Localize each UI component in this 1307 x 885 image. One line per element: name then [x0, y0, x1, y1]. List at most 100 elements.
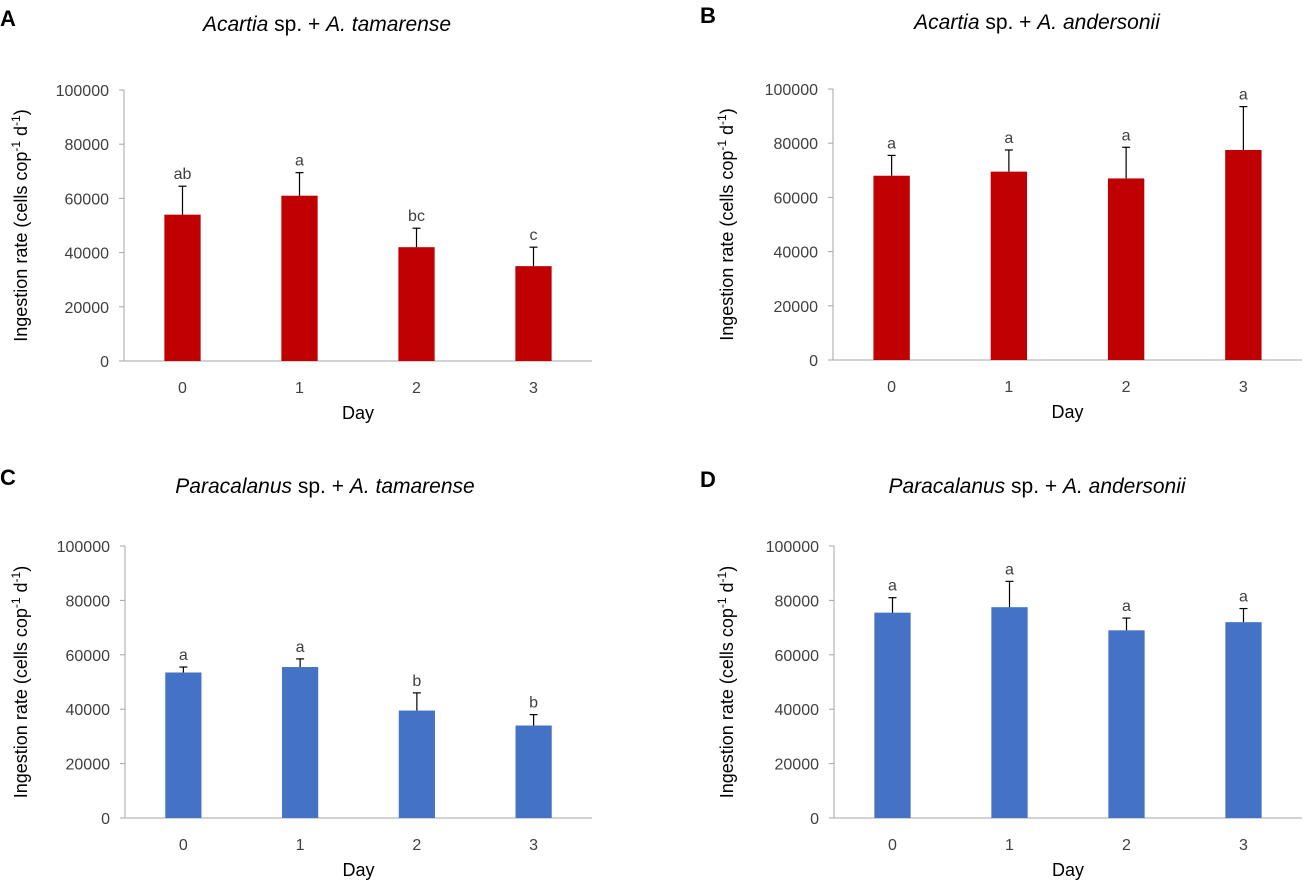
- bar: [991, 607, 1028, 818]
- panel-c: C Paracalanus sp. + A. tamarense 0 20000 400…: [0, 465, 592, 880]
- y-tick-label: 80000: [774, 136, 819, 153]
- panel-a: A Acartia sp. + A. tamarense 0 20000 40000 60…: [0, 6, 592, 423]
- ylabel-mid: d: [11, 126, 31, 141]
- y-tick-label: 100000: [765, 82, 818, 99]
- bar: [515, 266, 552, 361]
- bar: [165, 672, 202, 818]
- significance-letter: a: [1005, 561, 1014, 578]
- x-tick-label: 3: [1239, 837, 1248, 854]
- bar: [873, 175, 910, 360]
- y-tick-label: 60000: [774, 190, 819, 207]
- significance-letter: a: [295, 153, 304, 170]
- x-tick-label: 2: [1122, 379, 1131, 396]
- y-tick-label: 20000: [66, 757, 111, 774]
- y-tick-label: 100000: [57, 539, 110, 556]
- x-tick-label: 1: [295, 380, 304, 397]
- significance-letter: a: [887, 135, 896, 152]
- y-tick-label: 0: [809, 353, 818, 370]
- ylabel-end: ): [717, 566, 737, 572]
- x-tick-label: 0: [888, 837, 897, 854]
- chart-title: Paracalanus sp. + A. tamarense: [175, 475, 474, 498]
- ylabel-end: ): [717, 108, 737, 114]
- bar: [874, 612, 911, 818]
- ylabel-main: Ingestion rate (cells cop: [11, 608, 31, 798]
- panel-letter: D: [700, 467, 716, 492]
- ylabel-mid: d: [11, 582, 31, 597]
- y-tick-label: 40000: [775, 702, 820, 719]
- y-tick-label: 80000: [775, 593, 820, 610]
- x-tick-label: 3: [529, 380, 538, 397]
- panel-b: B Acartia sp. + A. andersonii 0 20000 40000 6…: [700, 3, 1302, 422]
- bar: [281, 195, 318, 361]
- x-axis-label: Day: [342, 860, 374, 880]
- y-tick-label: 80000: [65, 137, 110, 154]
- title-alga: A. tamarense: [324, 13, 451, 36]
- x-axis-label: Day: [1051, 402, 1083, 422]
- panel-letter: C: [0, 465, 16, 490]
- bar: [398, 247, 435, 361]
- ylabel-sup: -1: [715, 140, 729, 151]
- x-tick-label: 2: [412, 837, 421, 854]
- ylabel-main: Ingestion rate (cells cop: [11, 152, 31, 342]
- x-tick-label: 1: [1005, 837, 1014, 854]
- title-alga: A. andersonii: [1061, 475, 1187, 498]
- x-tick-label: 0: [178, 380, 187, 397]
- ylabel-mid: d: [717, 582, 737, 597]
- y-tick-label: 100000: [766, 539, 819, 556]
- chart-title: Acartia sp. + A. tamarense: [201, 13, 451, 36]
- ylabel-sup: -1: [715, 114, 729, 125]
- y-tick-label: 100000: [56, 83, 109, 100]
- y-tick-label: 80000: [66, 593, 111, 610]
- title-species: Acartia: [201, 13, 268, 36]
- significance-letter: a: [296, 639, 305, 656]
- significance-letter: a: [179, 647, 188, 664]
- bar: [990, 171, 1028, 360]
- chart-title: Acartia sp. + A. andersonii: [912, 11, 1161, 34]
- x-tick-label: 1: [1004, 379, 1013, 396]
- ylabel-sup: -1: [9, 597, 23, 608]
- significance-letter: bc: [408, 208, 425, 225]
- significance-letter: b: [412, 673, 421, 690]
- title-connector: sp. +: [268, 13, 326, 36]
- ylabel-end: ): [11, 109, 31, 115]
- ylabel-mid: d: [717, 125, 737, 140]
- bar: [1225, 622, 1262, 818]
- bar: [282, 667, 319, 818]
- bar: [1108, 630, 1145, 818]
- title-alga: A. tamarense: [348, 475, 475, 498]
- panel-d: D Paracalanus sp. + A. andersonii 0 20000 40…: [700, 467, 1302, 880]
- significance-letter: a: [1122, 598, 1131, 615]
- ylabel-main: Ingestion rate (cells cop: [717, 608, 737, 798]
- x-axis-label: Day: [342, 403, 374, 423]
- ylabel-sup: -1: [9, 571, 23, 582]
- title-connector: sp. +: [1005, 475, 1063, 498]
- x-axis-label: Day: [1052, 860, 1084, 880]
- y-tick-label: 20000: [65, 300, 110, 317]
- y-tick-label: 40000: [65, 246, 110, 263]
- ylabel-main: Ingestion rate (cells cop: [717, 151, 737, 341]
- ylabel-sup: -1: [715, 571, 729, 582]
- y-tick-label: 60000: [65, 191, 110, 208]
- significance-letter: a: [888, 578, 897, 595]
- title-species: Paracalanus: [888, 475, 1005, 498]
- x-tick-label: 2: [1122, 837, 1131, 854]
- y-tick-label: 60000: [775, 648, 820, 665]
- bar: [1225, 149, 1262, 360]
- x-tick-label: 0: [887, 379, 896, 396]
- y-axis-label: Ingestion rate (cells cop-1 d-1): [9, 109, 31, 341]
- y-axis-label: Ingestion rate (cells cop-1 d-1): [715, 566, 737, 798]
- significance-letter: a: [1239, 87, 1248, 104]
- y-tick-label: 0: [100, 354, 109, 371]
- title-species: Acartia: [912, 11, 979, 34]
- title-alga: A. andersonii: [1035, 11, 1161, 34]
- y-tick-label: 20000: [774, 299, 819, 316]
- y-tick-label: 40000: [774, 245, 819, 262]
- panel-letter: B: [700, 3, 716, 28]
- ylabel-sup: -1: [715, 597, 729, 608]
- bar: [1107, 178, 1145, 360]
- x-tick-label: 1: [296, 837, 305, 854]
- ylabel-sup: -1: [9, 115, 23, 126]
- x-tick-label: 0: [179, 837, 188, 854]
- significance-letter: b: [529, 695, 538, 712]
